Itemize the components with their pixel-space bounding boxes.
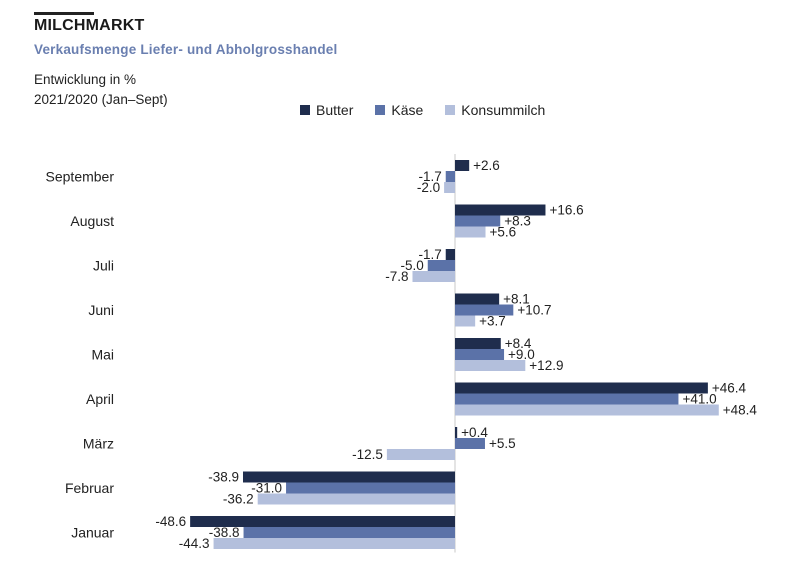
data-label: -36.2 xyxy=(223,492,254,507)
legend: Butter Käse Konsummilch xyxy=(300,102,545,118)
bar-konsummilch xyxy=(455,404,719,416)
data-label: +12.9 xyxy=(529,358,563,373)
bar-butter xyxy=(455,427,458,438)
bar-kaese xyxy=(455,438,485,449)
category-label: Juli xyxy=(93,258,114,274)
category-label: Februar xyxy=(65,480,114,496)
data-label: -1.7 xyxy=(418,247,441,262)
bar-konsummilch xyxy=(213,538,455,549)
data-label: -38.8 xyxy=(209,525,240,540)
data-label: -5.0 xyxy=(400,258,423,273)
bar-konsummilch xyxy=(412,271,455,282)
data-label: +8.1 xyxy=(503,292,530,307)
legend-swatch-konsummilch xyxy=(445,105,456,115)
bar-kaese xyxy=(243,527,455,538)
bar-kaese xyxy=(455,304,514,316)
data-label: -31.0 xyxy=(251,481,282,496)
bar-kaese xyxy=(455,393,679,405)
bar-konsummilch xyxy=(455,360,526,371)
data-label: -44.3 xyxy=(179,536,210,551)
data-label: +5.6 xyxy=(490,225,517,240)
data-label: +9.0 xyxy=(508,347,535,362)
category-label: April xyxy=(86,391,114,407)
bar-butter xyxy=(445,249,455,260)
data-label: +2.6 xyxy=(473,158,500,173)
bar-butter xyxy=(455,338,501,349)
unit-note: Entwicklung in % xyxy=(34,72,137,87)
legend-item-konsummilch: Konsummilch xyxy=(445,102,545,118)
legend-label-butter: Butter xyxy=(316,102,354,118)
data-label: -12.5 xyxy=(352,447,383,462)
bar-butter xyxy=(455,160,470,171)
bar-kaese xyxy=(455,215,501,227)
data-label: +5.5 xyxy=(489,436,516,451)
bar-konsummilch xyxy=(257,493,455,505)
data-label: +8.3 xyxy=(504,214,531,229)
category-label: Januar xyxy=(71,525,114,541)
category-label: Mai xyxy=(91,347,114,363)
bar-butter xyxy=(455,382,708,394)
category-label: März xyxy=(83,436,114,452)
bar-konsummilch xyxy=(455,315,476,327)
title-rule xyxy=(34,12,94,15)
data-label: +48.4 xyxy=(723,403,758,418)
data-label: -1.7 xyxy=(418,169,441,184)
bar-butter xyxy=(190,516,455,527)
data-label: -38.9 xyxy=(208,470,239,485)
data-label: +41.0 xyxy=(682,392,716,407)
bar-butter xyxy=(455,293,500,305)
category-label: Juni xyxy=(88,302,114,318)
data-label: +10.7 xyxy=(517,303,551,318)
data-label: -7.8 xyxy=(385,269,408,284)
chart-subtitle: Verkaufsmenge Liefer- und Abholgrosshand… xyxy=(34,42,338,57)
legend-item-kaese: Käse xyxy=(375,102,423,118)
category-label: September xyxy=(46,169,115,185)
data-label: +0.4 xyxy=(461,425,488,440)
legend-item-butter: Butter xyxy=(300,102,353,118)
chart-title: MILCHMARKT xyxy=(34,17,145,34)
bar-konsummilch xyxy=(386,449,455,460)
bar-konsummilch xyxy=(444,182,455,193)
bar-butter xyxy=(455,204,546,216)
data-label: +46.4 xyxy=(712,381,747,396)
data-label: +8.4 xyxy=(505,336,532,351)
period-note: 2021/2020 (Jan–Sept) xyxy=(34,92,168,107)
legend-label-kaese: Käse xyxy=(391,102,424,118)
data-label: +3.7 xyxy=(479,314,506,329)
legend-label-konsummilch: Konsummilch xyxy=(461,102,546,118)
category-label: August xyxy=(70,213,114,229)
bar-kaese xyxy=(286,482,455,494)
bar-konsummilch xyxy=(455,226,486,238)
bar-butter xyxy=(242,471,455,483)
data-label: +16.6 xyxy=(549,203,583,218)
bar-kaese xyxy=(445,171,455,182)
data-label: -2.0 xyxy=(417,180,440,195)
bar-kaese xyxy=(455,349,505,360)
legend-swatch-butter xyxy=(300,105,310,115)
bar-kaese xyxy=(427,260,455,271)
data-label: -48.6 xyxy=(155,514,186,529)
legend-swatch-kaese xyxy=(375,105,386,115)
